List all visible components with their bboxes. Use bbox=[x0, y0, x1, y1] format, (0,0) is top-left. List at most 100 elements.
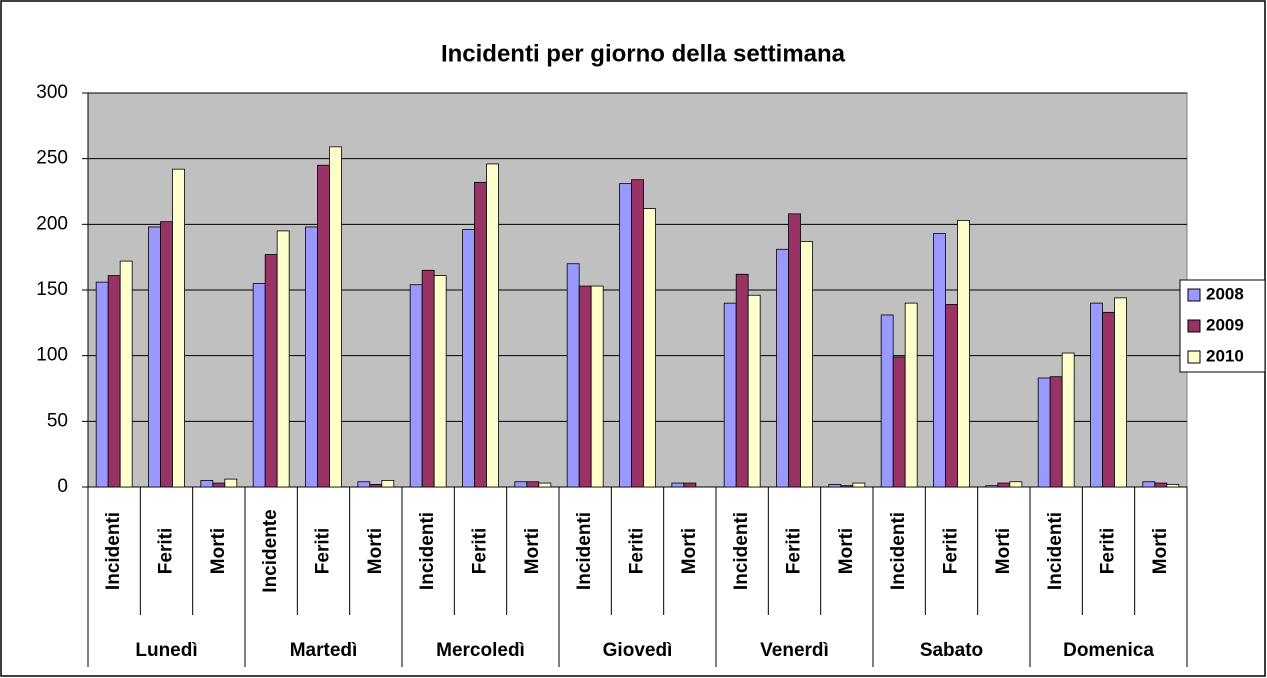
bar bbox=[904, 302, 918, 488]
bar bbox=[369, 483, 383, 488]
x-tick-label: Incidenti bbox=[1045, 512, 1066, 590]
bar bbox=[1090, 302, 1103, 488]
y-tick-label: 50 bbox=[47, 410, 68, 431]
bar bbox=[119, 260, 133, 488]
bar bbox=[1154, 482, 1168, 488]
bar bbox=[590, 285, 604, 488]
bar bbox=[788, 213, 801, 488]
group-label: Lunedì bbox=[135, 640, 197, 661]
y-tick-label: 300 bbox=[36, 82, 68, 103]
legend-swatch bbox=[1187, 350, 1201, 364]
bar bbox=[212, 482, 226, 488]
bar bbox=[224, 478, 238, 488]
x-tick-label: Morti bbox=[365, 528, 386, 574]
bar bbox=[643, 208, 656, 488]
y-tick-label: 0 bbox=[57, 476, 68, 497]
x-tick-label: Morti bbox=[993, 528, 1014, 574]
bar bbox=[880, 314, 894, 488]
bar bbox=[840, 485, 854, 488]
x-tick-label: Feriti bbox=[1098, 528, 1119, 574]
legend-label: 2008 bbox=[1206, 284, 1244, 303]
y-tick-label: 100 bbox=[36, 345, 68, 366]
bar bbox=[538, 482, 552, 488]
bar bbox=[421, 269, 435, 488]
y-tick-label: 150 bbox=[36, 279, 68, 300]
x-tick-label: Incidenti bbox=[574, 512, 595, 590]
x-tick-label: Incidenti bbox=[417, 512, 438, 590]
bar bbox=[474, 181, 487, 488]
bar bbox=[264, 254, 278, 488]
x-tick-label: Incidenti bbox=[731, 512, 752, 590]
bar bbox=[619, 183, 632, 488]
x-tick-label: Feriti bbox=[156, 528, 177, 574]
legend-label: 2010 bbox=[1206, 346, 1244, 365]
bar bbox=[892, 356, 906, 488]
bar bbox=[1009, 481, 1023, 488]
x-tick-label: Incidente bbox=[260, 509, 281, 592]
bar bbox=[409, 284, 423, 488]
bar bbox=[828, 483, 842, 488]
bar bbox=[1142, 481, 1156, 488]
x-tick-label: Feriti bbox=[627, 528, 648, 574]
bar bbox=[462, 229, 475, 488]
x-tick-label: Feriti bbox=[941, 528, 962, 574]
group-label: Sabato bbox=[920, 640, 983, 661]
bar bbox=[514, 481, 528, 488]
group-label: Giovedì bbox=[603, 640, 673, 661]
bar bbox=[683, 482, 697, 488]
bar bbox=[723, 302, 737, 488]
bar bbox=[107, 275, 121, 488]
bar bbox=[631, 179, 644, 488]
legend-label: 2009 bbox=[1206, 315, 1244, 334]
bar bbox=[329, 146, 342, 488]
x-tick-label: Feriti bbox=[313, 528, 334, 574]
x-tick-label: Morti bbox=[836, 528, 857, 574]
group-label: Domenica bbox=[1063, 640, 1154, 661]
bar bbox=[747, 294, 761, 488]
x-tick-label: Incidenti bbox=[888, 512, 909, 590]
bar bbox=[985, 485, 999, 488]
bar bbox=[160, 221, 173, 488]
bar bbox=[433, 275, 447, 488]
bar bbox=[957, 219, 970, 488]
bar bbox=[1061, 352, 1075, 488]
x-tick-label: Feriti bbox=[470, 528, 491, 574]
x-tick-label: Feriti bbox=[784, 528, 805, 574]
bar bbox=[997, 482, 1011, 488]
bar bbox=[252, 283, 266, 488]
x-tick-label: Morti bbox=[679, 528, 700, 574]
bar bbox=[933, 233, 946, 488]
bar bbox=[526, 481, 540, 488]
bar bbox=[200, 480, 214, 488]
bar bbox=[276, 230, 290, 488]
bar bbox=[1049, 376, 1063, 488]
bar bbox=[566, 263, 580, 488]
bar bbox=[1166, 483, 1180, 488]
legend-swatch bbox=[1187, 288, 1201, 302]
legend-swatch bbox=[1187, 319, 1201, 333]
bar bbox=[95, 281, 109, 488]
bar bbox=[945, 304, 958, 488]
y-tick-label: 250 bbox=[36, 148, 68, 169]
bar bbox=[671, 482, 685, 488]
x-tick-label: Incidenti bbox=[103, 512, 124, 590]
group-label: Martedì bbox=[290, 640, 358, 661]
y-tick-label: 200 bbox=[36, 213, 68, 234]
bar bbox=[735, 273, 749, 488]
bar bbox=[172, 168, 185, 488]
bar bbox=[317, 164, 330, 488]
bar bbox=[800, 241, 813, 488]
bar bbox=[148, 226, 161, 488]
bar bbox=[486, 163, 499, 488]
bar bbox=[357, 481, 371, 488]
x-tick-label: Morti bbox=[1150, 528, 1171, 574]
chart-title: Incidenti per giorno della settimana bbox=[441, 40, 846, 67]
group-label: Venerdì bbox=[760, 640, 829, 661]
bar bbox=[578, 285, 592, 488]
bar bbox=[1102, 311, 1115, 488]
bar bbox=[852, 482, 866, 488]
bar bbox=[1037, 377, 1051, 488]
x-tick-label: Morti bbox=[208, 528, 229, 574]
bar bbox=[381, 480, 395, 488]
